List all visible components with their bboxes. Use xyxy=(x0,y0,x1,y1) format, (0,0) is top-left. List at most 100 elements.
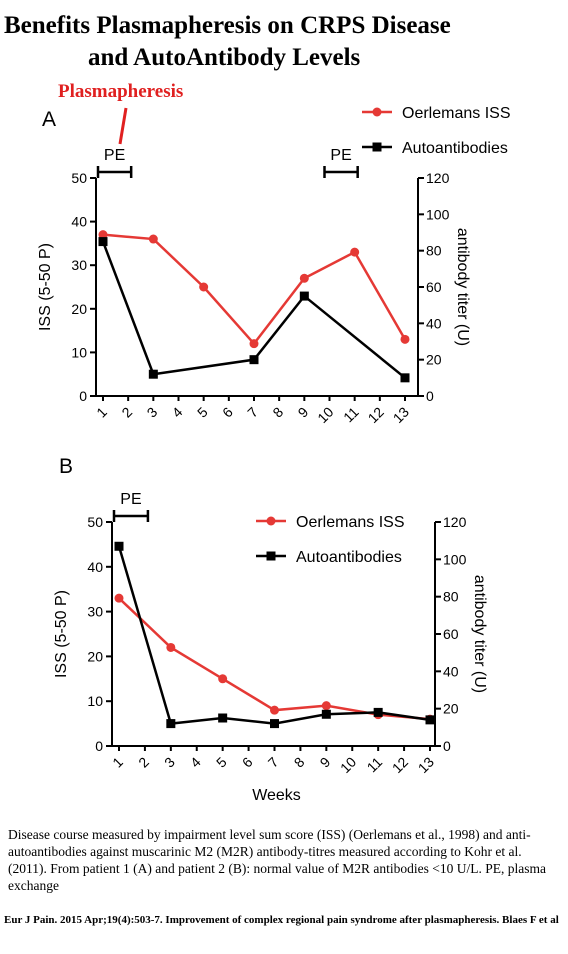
page-title: Benefits Plasmapheresis on CRPS Disease … xyxy=(4,10,564,74)
y-right-tick-label: 60 xyxy=(443,626,459,642)
autoantibodies-point xyxy=(166,719,176,729)
y-left-tick-label: 0 xyxy=(79,388,87,404)
x-tick-label: 7 xyxy=(244,404,261,421)
iss-point xyxy=(166,642,176,652)
panel-b-letter: B xyxy=(59,455,74,478)
autoantibodies-point xyxy=(114,541,124,551)
series-line-iss xyxy=(102,233,407,346)
legend-marker xyxy=(266,516,276,526)
autoantibodies-point xyxy=(400,373,410,383)
x-axis-title: Weeks xyxy=(252,787,301,804)
plasmapheresis-label: Plasmapheresis xyxy=(58,81,184,102)
iss-point xyxy=(321,701,331,711)
x-tick-label: 4 xyxy=(169,404,186,421)
iss-point xyxy=(299,273,309,283)
x-tick-label: 11 xyxy=(340,404,362,426)
x-tick-label: 3 xyxy=(161,754,178,771)
y-right-tick-label: 60 xyxy=(426,279,442,295)
iss-point xyxy=(400,334,410,344)
autoantibodies-point xyxy=(425,715,435,725)
pe-bracket-line xyxy=(96,166,133,178)
panel-a-letter: A xyxy=(42,108,57,131)
y-left-tick-label: 50 xyxy=(87,514,103,530)
y-right-tick-label: 100 xyxy=(426,206,450,222)
y-right-tick-label: 80 xyxy=(443,589,459,605)
x-tick-label: 2 xyxy=(118,404,135,421)
x-tick-label: 2 xyxy=(135,754,152,771)
x-tick-label: 13 xyxy=(390,404,412,426)
x-tick-label: 10 xyxy=(337,754,359,776)
y-left-tick-label: 20 xyxy=(71,301,87,317)
pe-label: PE xyxy=(104,147,125,164)
legend-marker xyxy=(372,107,382,117)
y-right-tick-label: 40 xyxy=(443,663,459,679)
y-left-tick-label: 30 xyxy=(87,604,103,620)
x-tick-label: 4 xyxy=(187,754,204,771)
title-line-1: Benefits Plasmapheresis on CRPS Disease xyxy=(4,12,451,39)
y-left-tick-label: 40 xyxy=(87,559,103,575)
autoantibodies-point xyxy=(299,291,309,301)
y-right-tick-label: 40 xyxy=(426,315,442,331)
pe-bracket xyxy=(112,510,150,522)
y-axis-left-title: ISS (5-50 P) xyxy=(37,243,54,331)
x-tick-label: 10 xyxy=(314,404,336,426)
iss-point xyxy=(98,230,108,240)
autoantibodies-point xyxy=(218,713,228,723)
autoantibodies-point xyxy=(98,237,108,247)
iss-point xyxy=(350,247,360,257)
iss-point xyxy=(249,339,259,349)
iss-point xyxy=(218,674,228,684)
x-tick-label: 9 xyxy=(317,754,334,771)
series-line-iss xyxy=(118,597,431,721)
iss-point xyxy=(114,593,124,603)
y-right-tick-label: 120 xyxy=(443,514,467,530)
x-tick-label: 6 xyxy=(239,754,256,771)
x-tick-label: 6 xyxy=(219,404,236,421)
y-axis-left-title: ISS (5-50 P) xyxy=(53,590,70,678)
y-left-tick-label: 0 xyxy=(95,738,103,754)
legend-label: Autoantibodies xyxy=(402,140,508,157)
pe-bracket xyxy=(96,166,133,178)
legend-marker xyxy=(266,551,276,561)
y-right-tick-label: 20 xyxy=(426,352,442,368)
y-axis-right-title: antibody titer (U) xyxy=(471,575,488,693)
x-tick-label: 8 xyxy=(269,404,286,421)
x-tick-label: 1 xyxy=(109,754,126,771)
y-right-tick-label: 80 xyxy=(426,243,442,259)
y-right-tick-label: 20 xyxy=(443,701,459,717)
series-line-autoantibodies xyxy=(117,545,431,725)
legend-label: Oerlemans ISS xyxy=(296,514,404,531)
legend-label: Autoantibodies xyxy=(296,549,402,566)
pe-bracket-line xyxy=(112,510,150,522)
pe-label: PE xyxy=(330,147,351,164)
autoantibodies-point xyxy=(270,719,279,729)
title-line-2: and AutoAntibody Levels xyxy=(88,44,361,71)
y-right-tick-label: 120 xyxy=(426,170,450,186)
x-tick-label: 3 xyxy=(144,404,161,421)
y-axis-right-title: antibody titer (U) xyxy=(454,228,471,346)
y-right-tick-label: 0 xyxy=(443,738,451,754)
y-left-tick-label: 20 xyxy=(87,648,103,664)
legend-label: Oerlemans ISS xyxy=(402,105,510,122)
x-tick-label: 5 xyxy=(194,404,211,421)
y-left-tick-label: 10 xyxy=(71,344,87,360)
legend-marker xyxy=(372,142,382,152)
iss-point xyxy=(148,234,158,244)
pe-bracket-line xyxy=(323,166,359,178)
autoantibodies-point xyxy=(373,707,383,717)
x-tick-label: 13 xyxy=(415,754,437,776)
y-left-tick-label: 30 xyxy=(71,257,87,273)
plasmapheresis-pointer xyxy=(118,107,128,145)
autoantibodies-point xyxy=(321,709,331,719)
iss-point xyxy=(270,705,279,715)
autoantibodies-point xyxy=(148,369,158,379)
x-tick-label: 9 xyxy=(295,404,312,421)
y-right-tick-label: 0 xyxy=(426,388,434,404)
y-left-tick-label: 40 xyxy=(71,214,87,230)
x-tick-label: 8 xyxy=(291,754,308,771)
autoantibodies-point xyxy=(249,355,259,365)
figure-caption: Disease course measured by impairment le… xyxy=(8,827,547,893)
x-tick-label: 12 xyxy=(365,404,387,426)
